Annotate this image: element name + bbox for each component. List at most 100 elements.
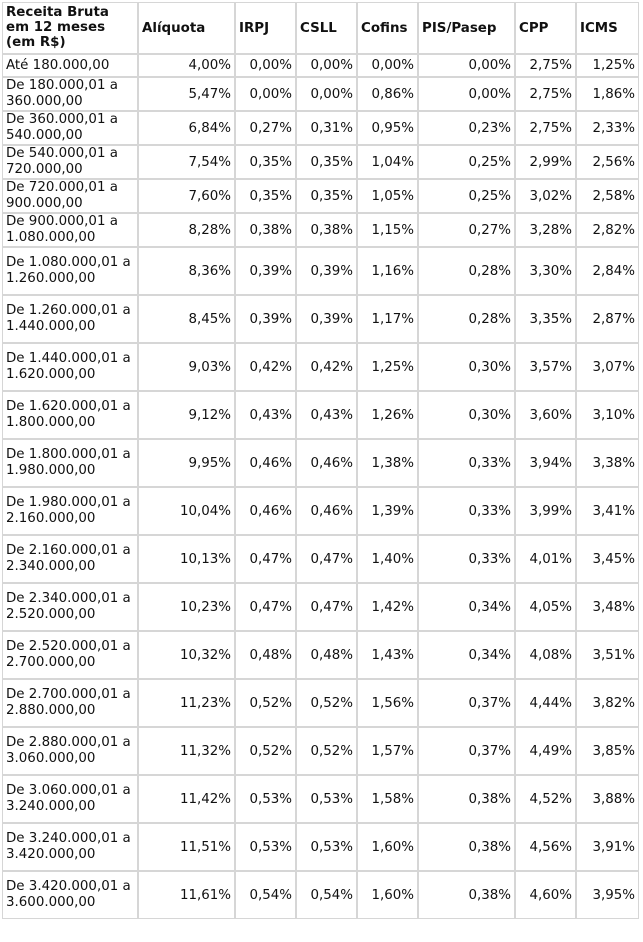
table-row: De 360.000,01 a 540.000,00 6,84% 0,27% 0,31… <box>2 111 639 145</box>
cell-faixa: De 2.340.000,01 a 2.520.000,00 <box>2 583 138 631</box>
cell-irpj: 0,53% <box>235 775 296 823</box>
header-icms: ICMS <box>576 2 639 54</box>
cell-pis-pasep: 0,34% <box>418 631 515 679</box>
table-row: De 3.060.000,01 a 3.240.000,00 11,42% 0,53… <box>2 775 639 823</box>
cell-pis-pasep: 0,28% <box>418 295 515 343</box>
cell-irpj: 0,46% <box>235 439 296 487</box>
table-row: De 2.880.000,01 a 3.060.000,00 11,32% 0,52… <box>2 727 639 775</box>
table-row: De 1.800.000,01 a 1.980.000,00 9,95% 0,46%… <box>2 439 639 487</box>
cell-csll: 0,47% <box>296 535 357 583</box>
table-row: De 2.160.000,01 a 2.340.000,00 10,13% 0,47… <box>2 535 639 583</box>
cell-faixa: De 2.880.000,01 a 3.060.000,00 <box>2 727 138 775</box>
cell-cofins: 1,58% <box>357 775 418 823</box>
table-body: Até 180.000,00 4,00% 0,00% 0,00% 0,00% 0,00% 2… <box>2 54 639 919</box>
cell-csll: 0,35% <box>296 179 357 213</box>
cell-faixa: De 3.060.000,01 a 3.240.000,00 <box>2 775 138 823</box>
cell-irpj: 0,35% <box>235 179 296 213</box>
header-cofins: Cofins <box>357 2 418 54</box>
table-row: De 1.440.000,01 a 1.620.000,00 9,03% 0,42%… <box>2 343 639 391</box>
cell-cpp: 2,75% <box>515 54 576 77</box>
cell-pis-pasep: 0,38% <box>418 823 515 871</box>
cell-icms: 3,88% <box>576 775 639 823</box>
cell-csll: 0,42% <box>296 343 357 391</box>
cell-icms: 2,56% <box>576 145 639 179</box>
cell-pis-pasep: 0,30% <box>418 343 515 391</box>
cell-csll: 0,47% <box>296 583 357 631</box>
cell-aliquota: 11,51% <box>138 823 235 871</box>
cell-aliquota: 7,60% <box>138 179 235 213</box>
cell-aliquota: 4,00% <box>138 54 235 77</box>
header-irpj: IRPJ <box>235 2 296 54</box>
cell-faixa: De 1.800.000,01 a 1.980.000,00 <box>2 439 138 487</box>
cell-cofins: 1,16% <box>357 247 418 295</box>
cell-irpj: 0,52% <box>235 727 296 775</box>
cell-pis-pasep: 0,27% <box>418 213 515 247</box>
header-aliquota: Alíquota <box>138 2 235 54</box>
cell-cofins: 0,95% <box>357 111 418 145</box>
cell-aliquota: 7,54% <box>138 145 235 179</box>
table-row: De 3.240.000,01 a 3.420.000,00 11,51% 0,53… <box>2 823 639 871</box>
cell-aliquota: 8,36% <box>138 247 235 295</box>
cell-csll: 0,31% <box>296 111 357 145</box>
header-pis-pasep: PIS/Pasep <box>418 2 515 54</box>
cell-cofins: 1,25% <box>357 343 418 391</box>
cell-faixa: De 900.000,01 a 1.080.000,00 <box>2 213 138 247</box>
cell-aliquota: 8,28% <box>138 213 235 247</box>
cell-cofins: 1,57% <box>357 727 418 775</box>
cell-csll: 0,39% <box>296 295 357 343</box>
cell-aliquota: 11,32% <box>138 727 235 775</box>
cell-icms: 3,95% <box>576 871 639 919</box>
cell-irpj: 0,47% <box>235 583 296 631</box>
cell-icms: 3,10% <box>576 391 639 439</box>
cell-cpp: 3,30% <box>515 247 576 295</box>
cell-pis-pasep: 0,38% <box>418 871 515 919</box>
cell-pis-pasep: 0,37% <box>418 679 515 727</box>
cell-irpj: 0,52% <box>235 679 296 727</box>
cell-cofins: 1,60% <box>357 823 418 871</box>
cell-cofins: 1,04% <box>357 145 418 179</box>
table-row: De 3.420.000,01 a 3.600.000,00 11,61% 0,54… <box>2 871 639 919</box>
cell-cofins: 1,26% <box>357 391 418 439</box>
cell-cpp: 4,56% <box>515 823 576 871</box>
table-row: De 720.000,01 a 900.000,00 7,60% 0,35% 0,35… <box>2 179 639 213</box>
cell-faixa: De 1.440.000,01 a 1.620.000,00 <box>2 343 138 391</box>
cell-cofins: 0,00% <box>357 54 418 77</box>
cell-aliquota: 8,45% <box>138 295 235 343</box>
cell-cpp: 3,94% <box>515 439 576 487</box>
table-row: De 2.700.000,01 a 2.880.000,00 11,23% 0,52… <box>2 679 639 727</box>
cell-cpp: 3,99% <box>515 487 576 535</box>
cell-cpp: 4,52% <box>515 775 576 823</box>
header-cpp: CPP <box>515 2 576 54</box>
cell-faixa: De 540.000,01 a 720.000,00 <box>2 145 138 179</box>
cell-faixa: De 2.520.000,01 a 2.700.000,00 <box>2 631 138 679</box>
cell-csll: 0,38% <box>296 213 357 247</box>
table-row: De 900.000,01 a 1.080.000,00 8,28% 0,38% 0,… <box>2 213 639 247</box>
cell-csll: 0,46% <box>296 487 357 535</box>
cell-csll: 0,54% <box>296 871 357 919</box>
table-row: De 540.000,01 a 720.000,00 7,54% 0,35% 0,35… <box>2 145 639 179</box>
cell-irpj: 0,43% <box>235 391 296 439</box>
cell-irpj: 0,35% <box>235 145 296 179</box>
cell-cpp: 2,75% <box>515 77 576 111</box>
cell-csll: 0,46% <box>296 439 357 487</box>
cell-aliquota: 5,47% <box>138 77 235 111</box>
cell-csll: 0,53% <box>296 823 357 871</box>
cell-pis-pasep: 0,30% <box>418 391 515 439</box>
cell-aliquota: 11,23% <box>138 679 235 727</box>
cell-pis-pasep: 0,34% <box>418 583 515 631</box>
cell-pis-pasep: 0,38% <box>418 775 515 823</box>
cell-csll: 0,43% <box>296 391 357 439</box>
cell-cpp: 3,60% <box>515 391 576 439</box>
cell-cofins: 1,42% <box>357 583 418 631</box>
cell-pis-pasep: 0,23% <box>418 111 515 145</box>
cell-csll: 0,35% <box>296 145 357 179</box>
cell-cofins: 1,43% <box>357 631 418 679</box>
cell-irpj: 0,42% <box>235 343 296 391</box>
cell-faixa: Até 180.000,00 <box>2 54 138 77</box>
cell-cpp: 3,57% <box>515 343 576 391</box>
cell-aliquota: 11,42% <box>138 775 235 823</box>
cell-pis-pasep: 0,28% <box>418 247 515 295</box>
cell-pis-pasep: 0,00% <box>418 77 515 111</box>
cell-aliquota: 9,95% <box>138 439 235 487</box>
cell-cpp: 4,05% <box>515 583 576 631</box>
